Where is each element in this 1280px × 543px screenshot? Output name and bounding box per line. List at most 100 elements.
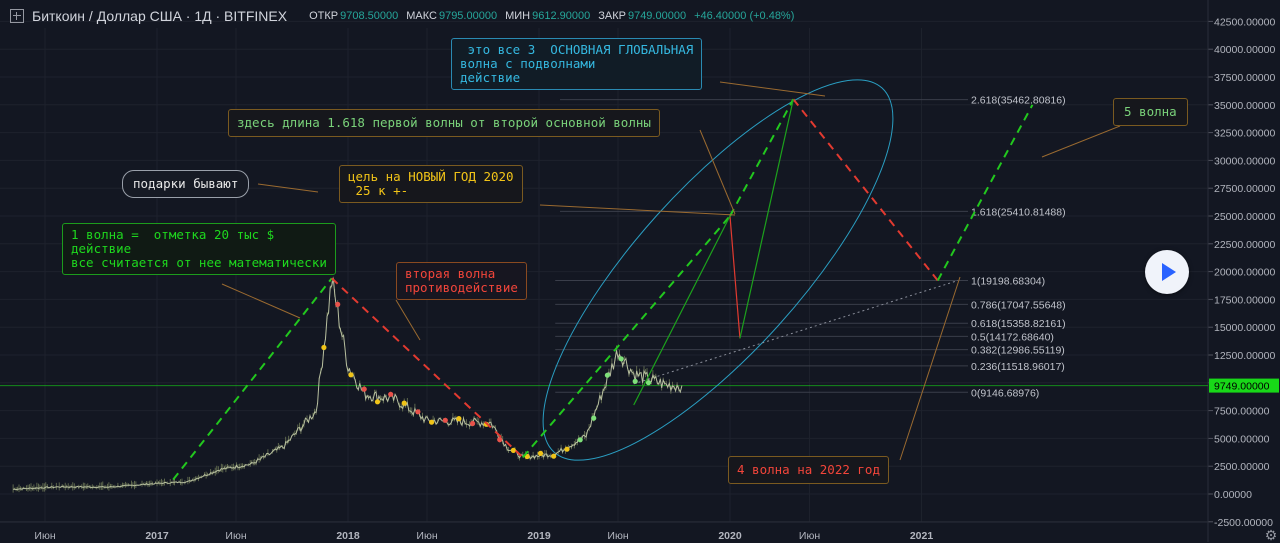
wave-3-ellipse	[542, 79, 894, 461]
high-label: МАКС	[406, 10, 437, 22]
fib-level-label: 1.618(25410.81488)	[971, 206, 1066, 218]
x-tick-label: 2019	[527, 530, 551, 542]
low-value: 9612.90000	[532, 10, 591, 22]
wave-line-red-dashed	[331, 277, 524, 459]
signal-dot	[374, 399, 381, 405]
y-tick-label: 32500.00000	[1214, 128, 1275, 140]
signal-dot	[401, 400, 407, 406]
x-tick-label: Июн	[225, 530, 246, 542]
signal-dot	[537, 450, 544, 456]
annotation-wave-5[interactable]: 5 волна	[1113, 98, 1188, 126]
signal-dot	[551, 453, 557, 459]
signal-dot	[361, 386, 367, 392]
play-icon[interactable]	[1145, 250, 1189, 294]
price-series-line	[13, 278, 683, 491]
signal-dot	[577, 437, 583, 443]
y-tick-label: 35000.00000	[1214, 100, 1275, 112]
trend-projection-line	[633, 280, 959, 385]
wave-line-green-solid	[739, 99, 794, 339]
y-tick-label: 7500.00000	[1214, 406, 1270, 418]
current-price-badge	[1209, 378, 1279, 393]
open-value: 9708.50000	[340, 10, 399, 22]
signal-dot	[429, 419, 435, 425]
y-tick-label: 15000.00000	[1214, 322, 1275, 334]
y-tick-label: 0.00000	[1214, 489, 1252, 501]
fib-level-label: 0.786(17047.55648)	[971, 299, 1066, 311]
y-tick-label: 20000.00000	[1214, 267, 1275, 279]
wave-line-green-solid	[633, 215, 731, 406]
x-tick-label: 2021	[910, 530, 934, 542]
signal-dot	[442, 417, 448, 423]
high-value: 9795.00000	[438, 10, 498, 22]
x-tick-label: 2020	[718, 530, 742, 542]
symbol-title[interactable]: Биткоин / Доллар США · 1Д · BITFINEX	[32, 8, 288, 24]
signal-dot	[321, 344, 327, 351]
chart-header: Биткоин / Доллар США · 1Д · BITFINEX ОТК…	[0, 4, 794, 28]
signal-dot	[388, 391, 394, 397]
gear-icon[interactable]: ⚙	[1264, 527, 1278, 543]
fib-level-label: 0.5(14172.68640)	[971, 331, 1054, 343]
low-label: МИН	[505, 10, 531, 22]
signal-dot	[470, 420, 476, 427]
annotation-new-year-leader	[539, 204, 736, 216]
annotation-wave-1-leader	[221, 283, 301, 319]
signal-dot	[510, 447, 516, 453]
signal-dot	[335, 301, 341, 307]
annotation-wave-3[interactable]: это все 3 ОСНОВНАЯ ГЛОБАЛЬНАЯ волна с по…	[451, 38, 703, 90]
annotation-wave-5-leader	[1041, 125, 1121, 158]
annotation-fib-length-leader	[699, 129, 736, 215]
wave-line-green-dashed	[172, 277, 333, 481]
signal-dot	[415, 409, 421, 415]
y-tick-label: 2500.00000	[1214, 461, 1270, 473]
y-tick-label: 40000.00000	[1214, 44, 1275, 56]
wave-line-green-dashed	[936, 104, 1034, 281]
annotation-gifts-leader	[257, 183, 319, 193]
signal-dot	[645, 380, 652, 386]
close-value: 9749.00000	[627, 10, 687, 22]
signal-dot	[497, 437, 503, 443]
expand-icon[interactable]	[10, 9, 24, 23]
signal-dot	[604, 372, 611, 378]
fib-level-label: 0.236(11518.96017)	[971, 361, 1065, 373]
signal-dot	[564, 446, 570, 452]
wave-line-red-solid	[729, 215, 741, 339]
fib-level-label: 0.382(12986.55119)	[971, 345, 1065, 357]
annotation-wave-4-leader	[899, 276, 961, 461]
annotation-wave-2-leader	[395, 299, 421, 341]
annotation-gifts[interactable]: подарки бывают	[122, 170, 250, 198]
x-tick-label: Июн	[607, 530, 628, 542]
signal-dot	[456, 416, 462, 422]
y-tick-label: 5000.00000	[1214, 433, 1270, 445]
x-tick-label: 2018	[336, 530, 360, 542]
fib-level-label: 2.618(35462.80816)	[971, 95, 1066, 107]
wave-line-green-dashed	[522, 215, 731, 458]
y-tick-label: 37500.00000	[1214, 72, 1275, 84]
annotation-wave-2[interactable]: вторая волна противодействие	[396, 262, 527, 300]
fib-level-label: 1(19198.68304)	[971, 276, 1045, 288]
y-tick-label: 27500.00000	[1214, 183, 1275, 195]
x-tick-label: Июн	[416, 530, 437, 542]
fib-level-label: 0(9146.68976)	[971, 387, 1039, 399]
x-tick-label: 2017	[145, 530, 169, 542]
y-tick-label: 12500.00000	[1214, 350, 1275, 362]
annotation-fib-length[interactable]: здесь длина 1.618 первой волны от второй…	[228, 109, 660, 137]
y-tick-label: 25000.00000	[1214, 211, 1275, 223]
y-tick-label: 17500.00000	[1214, 294, 1275, 306]
y-tick-label: 30000.00000	[1214, 155, 1275, 167]
wave-line-red-dashed	[792, 98, 939, 282]
open-label: ОТКР	[309, 10, 339, 22]
signal-dot	[618, 356, 624, 362]
fib-level-label: 0.618(15358.82161)	[971, 318, 1066, 330]
signal-dot	[348, 372, 354, 378]
annotation-wave-4[interactable]: 4 волна на 2022 год	[728, 456, 889, 484]
x-tick-label: Июн	[34, 530, 55, 542]
close-label: ЗАКР	[598, 10, 626, 22]
y-tick-label: 22500.00000	[1214, 239, 1275, 251]
signal-dot	[632, 378, 638, 384]
y-tick-label: 42500.00000	[1214, 16, 1275, 28]
annotation-new-year-target[interactable]: цель на НОВЫЙ ГОД 2020 25 к +-	[339, 165, 523, 203]
x-tick-label: Июн	[799, 530, 820, 542]
change-value: +46.40000 (+0.48%)	[694, 10, 795, 22]
annotation-wave-1[interactable]: 1 волна = отметка 20 тыс $ действие все …	[62, 223, 336, 275]
current-price-label: 9749.00000	[1214, 381, 1270, 393]
